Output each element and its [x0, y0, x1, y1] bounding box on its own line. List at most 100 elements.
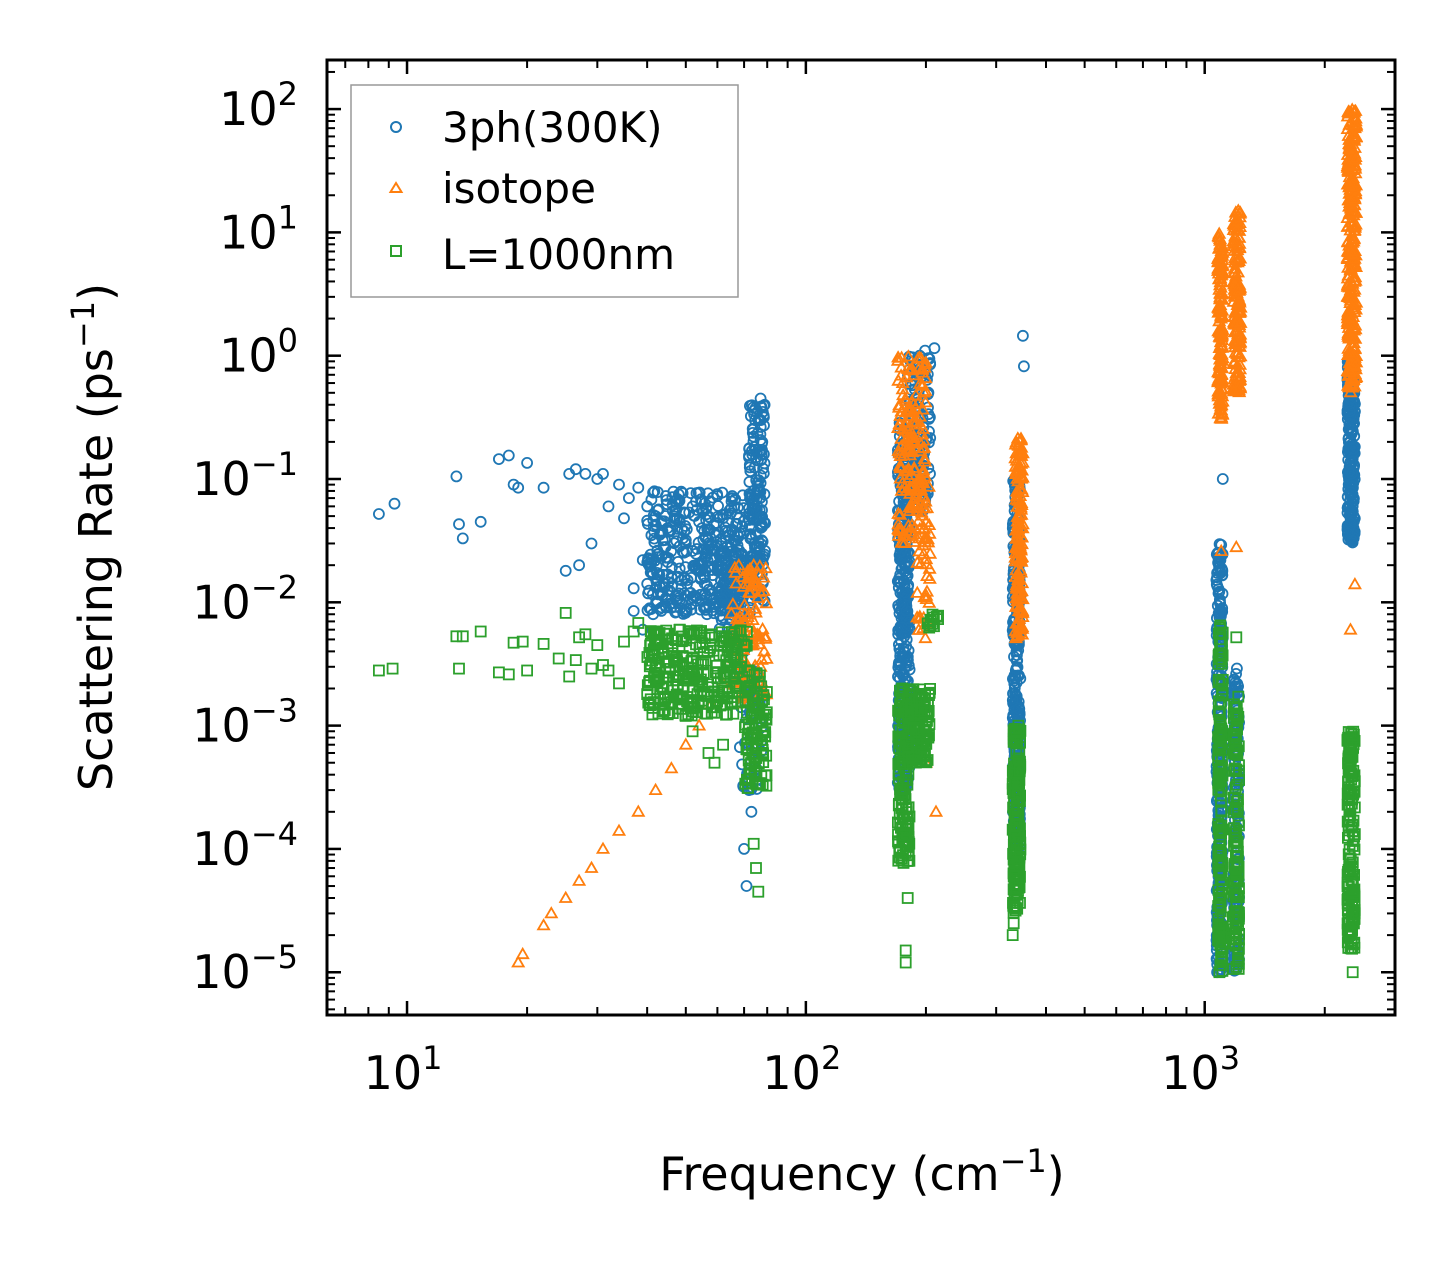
y-tick-exp: 0 [278, 322, 298, 360]
point-3ph [750, 551, 762, 563]
point-isotope [648, 782, 663, 795]
point-3ph [1345, 412, 1357, 425]
point-boundary [559, 607, 572, 619]
point-3ph [659, 510, 672, 522]
point-3ph [1347, 442, 1359, 455]
legend-label-3ph: 3ph(300K) [442, 103, 662, 152]
point-3ph [627, 605, 640, 617]
point-3ph [1216, 473, 1229, 485]
point-3ph [678, 506, 690, 519]
point-3ph [1345, 399, 1358, 412]
point-boundary [1007, 917, 1020, 930]
point-3ph [711, 490, 724, 502]
point-isotope [748, 574, 763, 587]
point-3ph [743, 507, 755, 520]
point-3ph [641, 604, 654, 617]
point-3ph [688, 510, 701, 522]
point-3ph [1008, 678, 1021, 690]
point-boundary [899, 944, 912, 957]
point-3ph [671, 512, 683, 525]
point-3ph [652, 588, 665, 601]
point-3ph [734, 741, 746, 754]
point-3ph [613, 478, 625, 491]
point-3ph [740, 880, 753, 892]
point-3ph [648, 532, 661, 545]
point-isotope [748, 601, 763, 614]
point-3ph [1212, 607, 1225, 619]
point-3ph [627, 582, 640, 595]
point-3ph [677, 608, 690, 620]
point-3ph [1348, 515, 1360, 528]
y-tick-label: 100 [219, 322, 298, 383]
y-tick-exp: −2 [251, 568, 298, 606]
point-3ph [618, 512, 630, 525]
point-3ph [1007, 673, 1019, 685]
point-3ph [707, 607, 720, 620]
point-boundary [717, 738, 729, 751]
point-3ph [660, 490, 672, 502]
point-3ph [747, 494, 760, 507]
point-3ph [1211, 547, 1224, 559]
point-boundary [521, 664, 533, 677]
point-3ph [721, 557, 734, 570]
point-3ph [647, 568, 659, 581]
point-3ph [641, 514, 654, 527]
point-boundary [901, 892, 914, 904]
y-tick-exp: −1 [251, 445, 298, 483]
point-3ph [723, 579, 736, 592]
point-isotope [727, 560, 742, 573]
point-3ph [892, 658, 905, 671]
point-3ph [1346, 418, 1359, 431]
point-3ph [896, 621, 908, 633]
point-isotope [1343, 622, 1358, 635]
point-3ph [474, 515, 487, 528]
point-boundary [1346, 966, 1359, 979]
y-tick-label: 102 [219, 75, 298, 136]
point-boundary [450, 630, 463, 643]
point-3ph [900, 605, 913, 617]
point-3ph [928, 342, 941, 355]
point-3ph [388, 497, 401, 510]
point-3ph [573, 559, 585, 572]
point-3ph [456, 532, 469, 545]
point-3ph [698, 577, 711, 590]
point-isotope [743, 585, 758, 598]
y-axis-label: Scattering Rate (ps−1) [64, 283, 123, 791]
point-3ph [757, 399, 770, 412]
y-tick-base: 10 [192, 575, 251, 629]
point-3ph [897, 670, 909, 682]
point-isotope [1229, 539, 1244, 553]
point-isotope [584, 860, 599, 873]
y-tick-exp: −3 [251, 692, 298, 730]
point-3ph [732, 547, 745, 560]
point-3ph [372, 508, 385, 520]
point-boundary [502, 668, 515, 681]
point-isotope [515, 946, 530, 960]
point-boundary [563, 670, 576, 683]
point-isotope [558, 890, 573, 903]
point-boundary [569, 654, 582, 666]
point-3ph [1213, 585, 1226, 598]
y-tick-label: 10−4 [192, 815, 298, 876]
point-3ph [690, 487, 703, 500]
point-boundary [591, 639, 604, 651]
y-tick-label: 10−2 [192, 568, 298, 629]
point-boundary [613, 677, 625, 690]
point-isotope [1347, 577, 1362, 590]
point-isotope [754, 652, 769, 665]
point-3ph [691, 558, 704, 571]
x-tick-base: 10 [762, 1046, 821, 1100]
point-3ph [745, 805, 758, 818]
point-isotope [742, 565, 757, 578]
point-3ph [502, 449, 515, 462]
point-3ph [746, 444, 758, 457]
point-3ph [1343, 478, 1355, 491]
point-3ph [895, 635, 908, 647]
y-tick-base: 10 [192, 822, 251, 876]
point-boundary [372, 664, 385, 677]
point-3ph [675, 582, 688, 595]
point-3ph [1215, 562, 1228, 575]
point-3ph [670, 498, 683, 510]
point-3ph [660, 601, 672, 614]
